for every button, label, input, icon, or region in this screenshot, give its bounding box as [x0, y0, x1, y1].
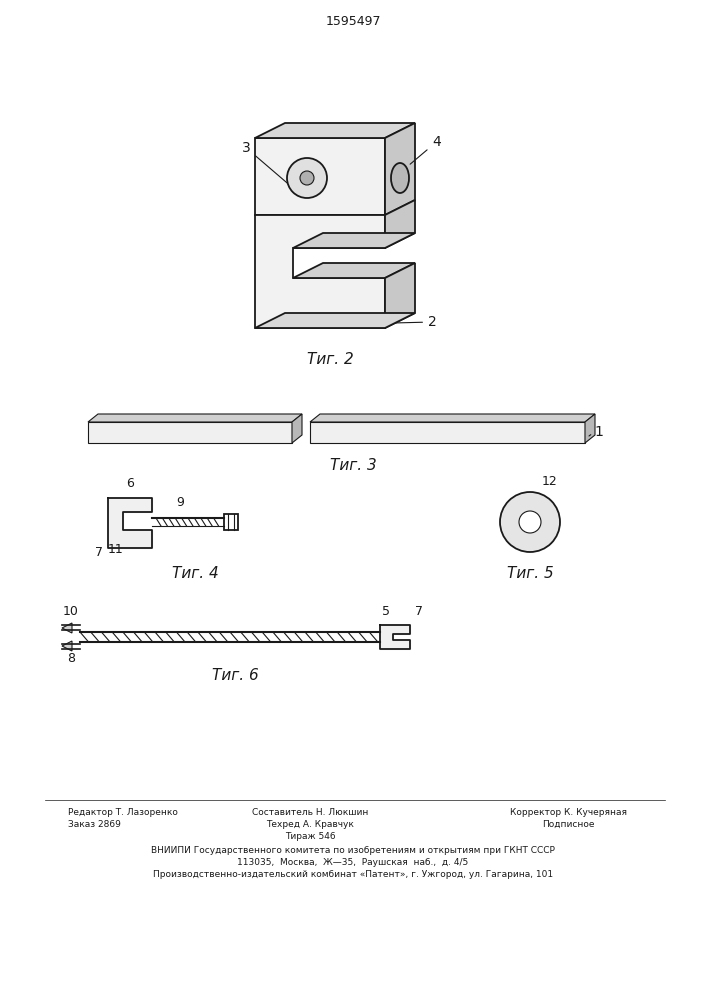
Text: 12: 12: [542, 475, 558, 488]
Text: Техред А. Кравчук: Техред А. Кравчук: [266, 820, 354, 829]
Circle shape: [287, 158, 327, 198]
Text: Производственно-издательский комбинат «Патент», г. Ужгород, ул. Гагарина, 101: Производственно-издательский комбинат «П…: [153, 870, 553, 879]
Polygon shape: [255, 138, 385, 215]
Text: 7: 7: [95, 546, 103, 560]
Polygon shape: [88, 422, 292, 443]
Polygon shape: [293, 233, 415, 248]
Text: 7: 7: [415, 605, 423, 618]
Polygon shape: [108, 498, 152, 548]
Text: 1: 1: [594, 425, 603, 439]
Polygon shape: [310, 422, 585, 443]
Polygon shape: [62, 623, 72, 633]
Polygon shape: [310, 414, 595, 422]
Text: 113035,  Москва,  Ж—35,  Раушская  наб.,  д. 4/5: 113035, Москва, Ж—35, Раушская наб., д. …: [238, 858, 469, 867]
Circle shape: [300, 171, 314, 185]
Polygon shape: [255, 215, 385, 328]
Text: Корректор К. Кучеряная: Корректор К. Кучеряная: [510, 808, 626, 817]
Text: Подписное: Подписное: [542, 820, 595, 829]
Text: ВНИИПИ Государственного комитета по изобретениям и открытиям при ГКНТ СССР: ВНИИПИ Государственного комитета по изоб…: [151, 846, 555, 855]
Text: 1595497: 1595497: [325, 15, 381, 28]
Circle shape: [519, 511, 541, 533]
Polygon shape: [385, 263, 415, 328]
Polygon shape: [62, 641, 72, 651]
Text: 5: 5: [382, 605, 390, 618]
Text: Τиг. 6: Τиг. 6: [211, 668, 258, 683]
Text: Τиг. 2: Τиг. 2: [307, 352, 354, 367]
Text: Τиг. 5: Τиг. 5: [507, 566, 554, 581]
Text: 3: 3: [242, 141, 291, 186]
Text: 8: 8: [67, 652, 75, 665]
Polygon shape: [293, 263, 415, 278]
Text: 2: 2: [396, 315, 437, 329]
Ellipse shape: [391, 163, 409, 193]
Polygon shape: [385, 200, 415, 248]
Text: 4: 4: [410, 135, 440, 164]
Text: Τиг. 3: Τиг. 3: [329, 458, 376, 473]
Polygon shape: [585, 414, 595, 443]
Text: Составитель Н. Люкшин: Составитель Н. Люкшин: [252, 808, 368, 817]
Text: Тираж 546: Тираж 546: [285, 832, 335, 841]
Text: 9: 9: [176, 496, 184, 509]
Polygon shape: [255, 313, 415, 328]
Text: Редактор Т. Лазоренко: Редактор Т. Лазоренко: [68, 808, 178, 817]
Polygon shape: [88, 414, 302, 422]
Text: 10: 10: [63, 605, 79, 618]
Polygon shape: [292, 414, 302, 443]
Polygon shape: [255, 123, 415, 138]
Text: 6: 6: [126, 477, 134, 490]
Polygon shape: [380, 625, 410, 649]
Polygon shape: [385, 123, 415, 215]
Circle shape: [500, 492, 560, 552]
Text: 11: 11: [108, 543, 124, 556]
Text: Заказ 2869: Заказ 2869: [68, 820, 121, 829]
Text: Τиг. 4: Τиг. 4: [172, 566, 218, 581]
